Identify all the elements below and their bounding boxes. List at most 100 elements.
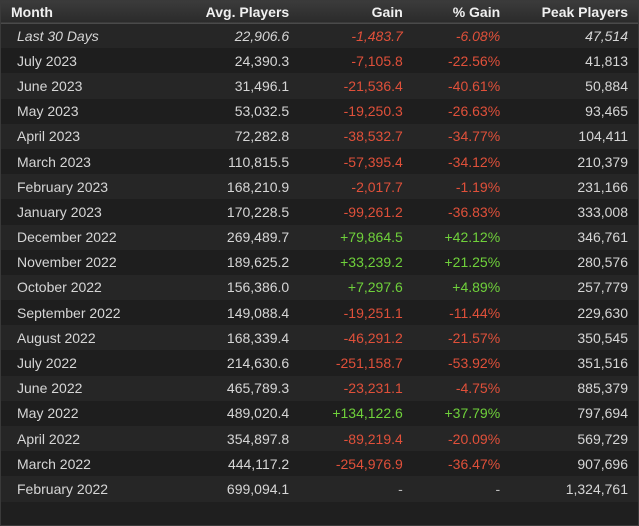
gain-cell: - <box>398 480 403 497</box>
table-header-row: Month Avg. Players Gain % Gain Peak Play… <box>1 1 638 23</box>
peak-players-cell: 231,166 <box>577 178 628 195</box>
month-cell: July 2022 <box>17 355 77 372</box>
peak-players-cell: 885,379 <box>577 380 628 397</box>
percent-gain-cell: -36.47% <box>448 455 501 472</box>
avg-players-cell: 149,088.4 <box>226 304 290 321</box>
avg-players-cell: 72,282.8 <box>234 128 290 145</box>
month-cell: May 2023 <box>17 103 79 120</box>
avg-players-cell: 53,032.5 <box>234 103 290 120</box>
percent-gain-cell: +21.25% <box>444 254 501 271</box>
peak-players-cell: 93,465 <box>585 103 628 120</box>
peak-players-cell: 50,884 <box>585 77 628 94</box>
month-cell: April 2022 <box>17 430 81 447</box>
table-row: February 2022 699,094.1 - - 1,324,761 <box>1 476 638 502</box>
month-cell: April 2023 <box>17 128 81 145</box>
table-row: June 2022 465,789.3 -23,231.1 -4.75% 885,379 <box>1 375 638 401</box>
percent-gain-cell: -26.63% <box>448 103 501 120</box>
avg-players-cell: 489,020.4 <box>226 405 290 422</box>
gain-cell: -46,291.2 <box>343 329 403 346</box>
column-header-avg-players[interactable]: Avg. Players <box>205 3 290 20</box>
avg-players-cell: 168,339.4 <box>226 329 290 346</box>
avg-players-cell: 170,228.5 <box>226 203 290 220</box>
percent-gain-cell: -34.77% <box>448 128 501 145</box>
avg-players-cell: 269,489.7 <box>226 229 290 246</box>
table-row: September 2022 149,088.4 -19,251.1 -11.44% 2… <box>1 300 638 326</box>
percent-gain-cell: -36.83% <box>448 203 501 220</box>
gain-cell: -23,231.1 <box>343 380 403 397</box>
gain-cell: -89,219.4 <box>343 430 403 447</box>
column-header-gain[interactable]: Gain <box>371 3 403 20</box>
peak-players-cell: 333,008 <box>577 203 628 220</box>
month-cell: October 2022 <box>17 279 102 296</box>
table-body: Last 30 Days 22,906.6 -1,483.7 -6.08% 47,514… <box>1 23 638 502</box>
month-cell: November 2022 <box>17 254 117 271</box>
column-header-month[interactable]: Month <box>11 3 53 20</box>
column-header-percent-gain[interactable]: % Gain <box>452 3 501 20</box>
gain-cell: -1,483.7 <box>351 27 403 44</box>
percent-gain-cell: -4.75% <box>455 380 501 397</box>
month-cell: February 2022 <box>17 480 109 497</box>
player-stats-table: Month Avg. Players Gain % Gain Peak Play… <box>1 1 638 502</box>
month-cell: September 2022 <box>17 304 121 321</box>
month-cell: January 2023 <box>17 203 102 220</box>
table-row: August 2022 168,339.4 -46,291.2 -21.57% 350,… <box>1 325 638 351</box>
table-row: July 2022 214,630.6 -251,158.7 -53.92% 351,5… <box>1 350 638 376</box>
table-row: October 2022 156,386.0 +7,297.6 +4.89% 257,7… <box>1 274 638 301</box>
gain-cell: -254,976.9 <box>335 455 403 472</box>
avg-players-cell: 189,625.2 <box>226 254 290 271</box>
table-row: March 2022 444,117.2 -254,976.9 -36.47% 907,… <box>1 451 638 477</box>
gain-cell: -7,105.8 <box>351 52 403 69</box>
gain-cell: -2,017.7 <box>351 178 403 195</box>
table-row: November 2022 189,625.2 +33,239.2 +21.25% 28… <box>1 249 638 275</box>
gain-cell: -38,532.7 <box>343 128 403 145</box>
avg-players-cell: 168,210.9 <box>226 178 290 195</box>
percent-gain-cell: +42.12% <box>444 229 501 246</box>
table-row-summary: Last 30 Days 22,906.6 -1,483.7 -6.08% 47,514 <box>1 23 638 49</box>
gain-cell: +134,122.6 <box>332 405 403 422</box>
month-cell: May 2022 <box>17 405 79 422</box>
percent-gain-cell: -40.61% <box>448 77 501 94</box>
month-cell: June 2022 <box>17 380 83 397</box>
avg-players-cell: 110,815.5 <box>227 153 290 170</box>
table-row: December 2022 269,489.7 +79,864.5 +42.12% 34… <box>1 224 638 250</box>
month-cell: March 2022 <box>17 455 91 472</box>
gain-cell: -251,158.7 <box>335 355 403 372</box>
month-cell: February 2023 <box>17 178 109 195</box>
month-cell: July 2023 <box>17 52 77 69</box>
month-cell: June 2023 <box>17 77 83 94</box>
avg-players-cell: 24,390.3 <box>234 52 290 69</box>
gain-cell: +33,239.2 <box>340 254 403 271</box>
percent-gain-cell: -6.08% <box>455 27 501 44</box>
gain-cell: +7,297.6 <box>347 279 403 296</box>
table-row: June 2023 31,496.1 -21,536.4 -40.61% 50,884 <box>1 73 638 99</box>
avg-players-cell: 354,897.8 <box>226 430 290 447</box>
peak-players-cell: 350,545 <box>577 329 628 346</box>
percent-gain-cell: +37.79% <box>444 405 501 422</box>
month-cell: December 2022 <box>17 229 117 246</box>
gain-cell: -99,261.2 <box>343 203 403 220</box>
percent-gain-cell: -34.12% <box>448 153 501 170</box>
table-row: April 2022 354,897.8 -89,219.4 -20.09% 569,7… <box>1 426 638 452</box>
peak-players-cell: 280,576 <box>577 254 628 271</box>
peak-players-cell: 104,411 <box>578 128 628 145</box>
month-cell: August 2022 <box>17 329 96 346</box>
percent-gain-cell: -11.44% <box>449 304 501 321</box>
percent-gain-cell: -20.09% <box>448 430 501 447</box>
peak-players-cell: 41,813 <box>585 52 628 69</box>
percent-gain-cell: -53.92% <box>448 355 501 372</box>
peak-players-cell: 257,779 <box>577 279 628 296</box>
peak-players-cell: 229,630 <box>577 304 628 321</box>
peak-players-cell: 907,696 <box>577 455 628 472</box>
peak-players-cell: 1,324,761 <box>565 480 628 497</box>
gain-cell: -19,251.1 <box>343 304 403 321</box>
peak-players-cell: 569,729 <box>577 430 628 447</box>
percent-gain-cell: -22.56% <box>448 52 501 69</box>
column-header-peak-players[interactable]: Peak Players <box>541 3 628 20</box>
avg-players-cell: 444,117.2 <box>227 455 290 472</box>
percent-gain-cell: +4.89% <box>452 279 501 296</box>
avg-players-cell: 22,906.6 <box>234 27 290 44</box>
table-row: April 2023 72,282.8 -38,532.7 -34.77% 104,41… <box>1 123 638 149</box>
percent-gain-cell: -21.57% <box>448 329 501 346</box>
table-row: January 2023 170,228.5 -99,261.2 -36.83% 333… <box>1 199 638 225</box>
